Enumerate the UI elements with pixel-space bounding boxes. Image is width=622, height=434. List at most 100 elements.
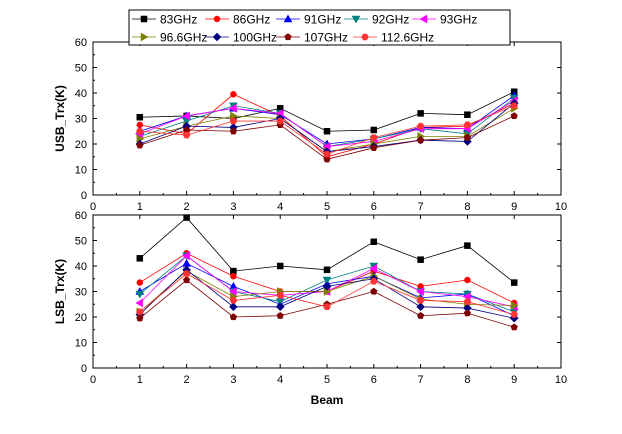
data-point [510, 102, 518, 110]
data-point [136, 127, 144, 135]
data-point [370, 278, 378, 285]
y-tick-label: 40 [75, 261, 87, 273]
x-tick-label: 8 [464, 374, 470, 386]
legend-marker [283, 14, 293, 23]
data-point [464, 242, 471, 249]
legend-marker [419, 14, 428, 24]
x-tick-label: 9 [511, 201, 517, 213]
data-point [276, 311, 284, 319]
y-tick-label: 50 [75, 63, 87, 75]
data-point [275, 302, 285, 312]
data-point [463, 133, 472, 141]
data-point [182, 276, 191, 284]
data-point [416, 122, 425, 130]
legend-item: 92GHz [344, 13, 409, 27]
data-point [323, 150, 331, 158]
data-point [417, 256, 424, 263]
legend-item: 91GHz [276, 13, 341, 27]
legend-item: 107GHz [276, 31, 348, 45]
data-point [276, 117, 284, 125]
data-point [369, 264, 378, 273]
data-point [183, 214, 190, 221]
data-point [322, 276, 332, 285]
data-point [370, 134, 378, 141]
data-point [370, 287, 378, 295]
x-tick-label: 1 [137, 201, 143, 213]
x-tick-label: 2 [184, 201, 190, 213]
data-point [229, 117, 238, 125]
data-point [463, 121, 472, 129]
y-tick-label: 30 [75, 114, 87, 126]
series-112.6GHz [136, 270, 518, 318]
data-point [416, 297, 425, 304]
legend-marker [284, 33, 292, 41]
data-point [464, 111, 471, 118]
data-point [416, 302, 425, 312]
series-112.6GHz [136, 102, 518, 158]
data-point [136, 314, 144, 322]
x-tick-label: 4 [277, 201, 283, 213]
data-point [229, 313, 238, 321]
legend-box [128, 9, 511, 46]
data-point [323, 303, 331, 311]
data-point [229, 302, 238, 312]
plot-frame [92, 41, 562, 196]
data-point [416, 311, 425, 319]
data-point [370, 238, 378, 246]
x-tick-label: 5 [324, 374, 330, 386]
data-point [182, 251, 190, 261]
plot-panel-lsb: 0 1 2 3 4 5 6 7 8 9 10 0 10 20 30 40 50 60 LSB_Trx(K) Beam [53, 210, 567, 407]
y-tick-label: 60 [75, 210, 87, 222]
data-point [510, 112, 518, 120]
legend-label: 100GHz [233, 31, 277, 45]
x-tick-label: 10 [555, 201, 567, 213]
legend-item: 100GHz [205, 31, 277, 45]
data-point [136, 141, 144, 149]
y-tick-label: 0 [81, 190, 87, 202]
data-point [229, 297, 238, 304]
legend-label: 96.6GHz [160, 31, 207, 45]
data-point [510, 279, 518, 286]
y-tick-label: 20 [75, 139, 87, 151]
data-point [135, 298, 144, 308]
data-point [416, 136, 425, 144]
legend: 83GHz 86GHz 91GHz 92GHz 93GHz 96.6GHz 100GHz 10… [128, 9, 511, 46]
x-tick-label: 5 [324, 201, 330, 213]
data-point [417, 110, 424, 117]
data-point [276, 262, 284, 270]
data-point [136, 255, 144, 262]
x-tick-label: 1 [137, 374, 143, 386]
legend-label: 107GHz [304, 31, 348, 45]
y-axis-label: LSB_Trx(K) [53, 259, 67, 324]
data-point [464, 276, 471, 284]
data-point [416, 287, 424, 296]
legend-label: 92GHz [372, 13, 409, 27]
y-tick-label: 50 [75, 236, 87, 248]
data-point [463, 298, 472, 305]
x-tick-label: 0 [90, 201, 96, 213]
legend-label: 91GHz [304, 13, 341, 27]
data-point [275, 298, 285, 307]
data-point [228, 103, 237, 113]
legend-item: 86GHz [205, 13, 270, 27]
data-point [510, 323, 518, 331]
data-point [229, 127, 238, 135]
legend-item: 96.6GHz [132, 31, 207, 45]
series-83GHz [136, 214, 518, 286]
data-point [230, 272, 237, 280]
y-tick-label: 30 [75, 287, 87, 299]
data-point [182, 258, 192, 267]
legend-label: 86GHz [233, 13, 270, 27]
legend-marker [361, 33, 369, 41]
data-point [463, 309, 472, 317]
legend-marker [213, 15, 221, 23]
legend-marker [351, 15, 361, 24]
data-point [370, 126, 378, 134]
data-point [510, 301, 519, 310]
x-tick-label: 7 [418, 374, 424, 386]
y-tick-label: 20 [75, 312, 87, 324]
data-point [182, 111, 190, 121]
data-point [136, 113, 144, 121]
x-tick-label: 2 [184, 374, 190, 386]
x-tick-label: 6 [371, 201, 377, 213]
